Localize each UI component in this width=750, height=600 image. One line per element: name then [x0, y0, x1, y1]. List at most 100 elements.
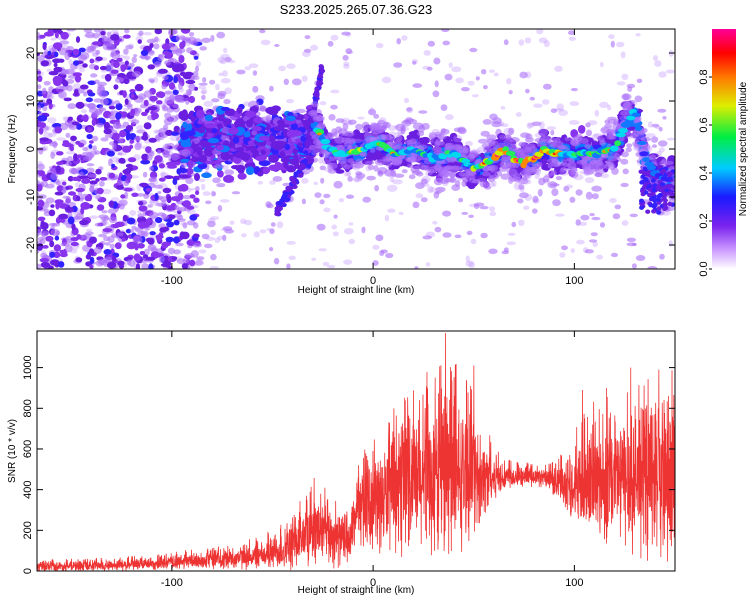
spectrogram-cell — [392, 179, 403, 185]
spectrogram-cell — [47, 29, 54, 36]
spectrogram-cell — [343, 228, 354, 235]
spectrogram-cell — [38, 111, 43, 116]
spectrogram-cell — [509, 146, 517, 152]
spectrogram-cell — [314, 192, 322, 198]
spectrogram-cell — [219, 199, 230, 203]
spectrogram-cell — [482, 119, 492, 125]
spectrogram-cell — [149, 95, 158, 102]
spectrogram-cell — [58, 47, 68, 56]
spectrogram-cell — [268, 154, 279, 163]
spectrogram-cell — [328, 162, 338, 169]
spectrogram-cell — [585, 191, 593, 200]
spectrogram-cell — [164, 97, 175, 105]
spectrogram-cell — [375, 234, 384, 242]
spectrogram-cell — [93, 29, 101, 33]
spectrogram-cell — [159, 255, 165, 263]
spectrogram-cell — [610, 252, 619, 258]
spectrogram-cell — [147, 244, 157, 252]
spectrogram-cell — [454, 234, 462, 239]
spectrogram-cell — [396, 38, 402, 45]
spectrogram-cell — [56, 161, 64, 166]
spectrogram-cell — [364, 160, 375, 165]
spectrogram-cell — [265, 106, 278, 115]
spectrogram-cell — [343, 61, 350, 67]
spectrogram-cell — [142, 171, 148, 178]
spectrogram-cell — [508, 127, 515, 135]
spectrogram-cell — [160, 263, 170, 267]
spectrogram-cell — [109, 216, 118, 224]
spectrogram-cell — [177, 185, 184, 192]
spectrogram-cell — [178, 55, 185, 63]
spectrogram-cell — [584, 177, 595, 184]
spectrogram-cell — [142, 131, 148, 138]
spectrogram-cell — [179, 41, 185, 50]
spectrogram-cell — [106, 261, 117, 269]
spectrogram-cell — [395, 132, 403, 136]
spectrogram-cell — [120, 111, 128, 118]
spectrogram-cell — [40, 60, 50, 67]
spectrogram-cell — [543, 40, 550, 48]
spectrogram-cell — [211, 191, 216, 197]
spectrogram-cell — [69, 145, 75, 152]
spectrogram-cell — [273, 257, 280, 265]
spectrogram-cell — [110, 34, 120, 41]
spectrogram-cell — [318, 248, 327, 252]
spectrogram-cell — [626, 143, 633, 148]
spectrogram-cell — [137, 213, 144, 219]
spectrogram-cell — [216, 183, 226, 188]
spectrogram-cell — [433, 191, 440, 199]
spectrogram-cell — [134, 83, 144, 92]
spectrogram-cell — [58, 213, 69, 220]
spectrogram-cell — [241, 233, 247, 238]
spectrogram-cell — [156, 91, 166, 98]
spectrogram-cell — [199, 178, 206, 183]
spectrogram-cell — [100, 216, 110, 221]
spectrogram-cell — [94, 65, 99, 71]
spectrogram-cell — [54, 235, 60, 241]
spectrogram-cell — [313, 181, 318, 185]
spectrogram-cell — [47, 117, 57, 124]
spectrogram-cell — [67, 103, 77, 110]
spectrogram-cell — [311, 149, 322, 156]
spectrogram-cell — [71, 223, 76, 231]
spectrogram-cell — [335, 126, 343, 133]
spectrogram-cell — [123, 34, 131, 39]
spectrogram-cell — [40, 222, 49, 230]
spectrogram-cell — [191, 156, 200, 163]
spectrogram-cell — [536, 29, 544, 35]
spectrogram-cell — [323, 207, 331, 213]
spectrogram-cell — [579, 221, 588, 226]
spectrogram-cell — [427, 66, 433, 71]
spectrogram-cell — [377, 170, 384, 177]
spectrogram-cell — [432, 220, 438, 225]
spectrogram-cell — [563, 185, 570, 192]
spectrogram-cell — [221, 106, 230, 111]
spectrogram-cell — [161, 83, 167, 90]
spectrogram-cell — [87, 92, 96, 97]
spectrogram-cell — [147, 64, 155, 70]
spectrogram-cell — [93, 98, 103, 103]
spectrogram-cell — [409, 158, 421, 163]
spectrogram-cell — [620, 110, 628, 116]
spectrogram-cell — [362, 196, 372, 203]
spectrogram-cell — [658, 126, 663, 132]
spectrogram-cell — [194, 260, 204, 266]
spectrogram-cell — [129, 229, 135, 233]
spectrogram-cell — [113, 100, 121, 105]
spectrogram-cell — [194, 65, 200, 73]
spectrogram-cell — [49, 240, 55, 248]
spectrogram-cell — [165, 205, 175, 211]
spectrogram-cell — [107, 235, 115, 243]
spectrogram-cell — [270, 142, 282, 147]
spectrogram-cell — [513, 176, 521, 183]
spectrogram-cell — [245, 110, 257, 118]
spectrogram-cell — [621, 220, 629, 226]
spectrogram-cell — [137, 39, 142, 44]
spectrogram-cell — [338, 198, 345, 203]
spectrogram-cell — [141, 263, 149, 269]
spectrogram-cell — [203, 243, 213, 249]
spectrogram-cell — [62, 80, 69, 87]
spectrogram-cell — [253, 231, 260, 238]
spectrogram-cell — [172, 178, 178, 185]
spectrogram-cell — [91, 135, 99, 142]
